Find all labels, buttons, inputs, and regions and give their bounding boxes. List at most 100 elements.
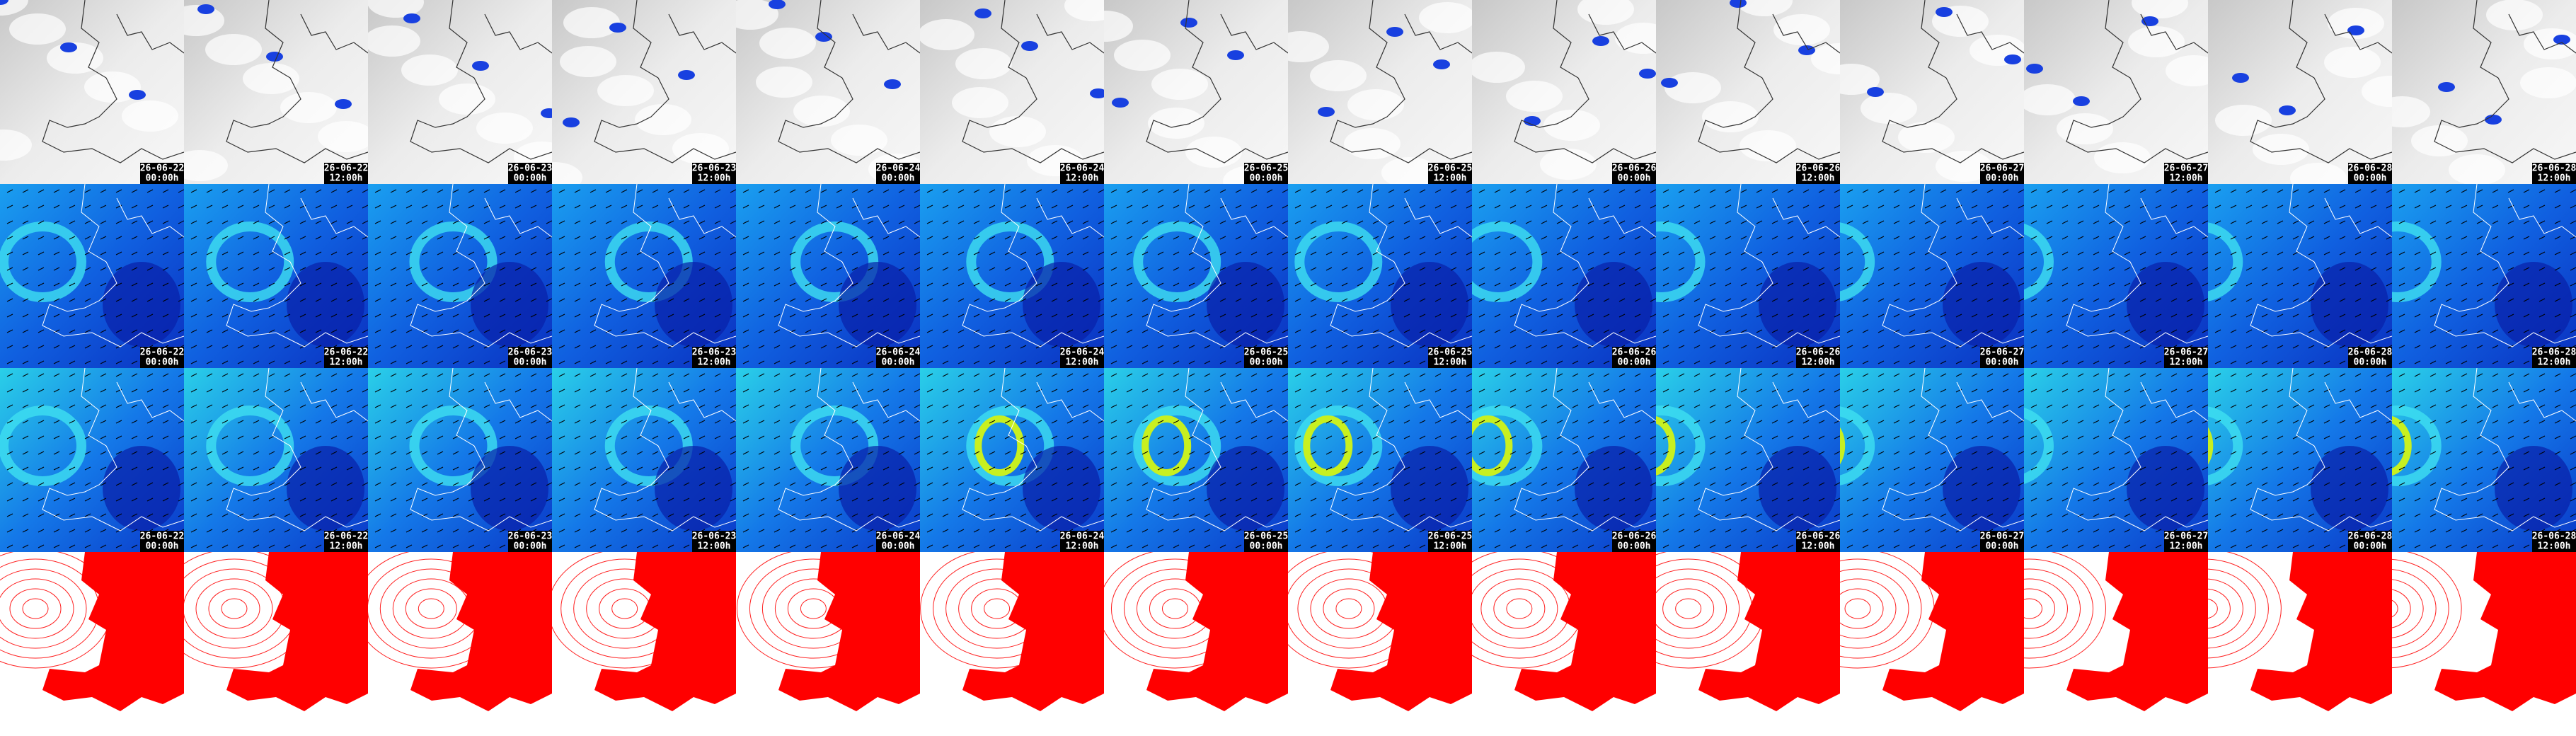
wind-arrow xyxy=(1250,373,1258,377)
wind-arrow xyxy=(2308,498,2315,502)
wind-arrow xyxy=(2018,435,2024,439)
wind-arrow xyxy=(1250,189,1258,193)
wind-arrow xyxy=(1188,404,1195,408)
wind-arrow xyxy=(898,329,905,333)
wind-arrow xyxy=(530,251,537,255)
wind-arrow xyxy=(546,205,552,209)
wind-arrow xyxy=(2386,513,2392,517)
wind-arrow xyxy=(237,482,244,486)
map-content xyxy=(2208,0,2392,184)
wind-arrow xyxy=(2414,544,2421,548)
wind-arrow xyxy=(1051,267,1058,271)
wind-arrow xyxy=(421,404,428,408)
wind-arrow xyxy=(2277,498,2284,502)
map-content xyxy=(184,552,368,736)
wind-arrow xyxy=(2554,220,2561,224)
wind-arrow xyxy=(574,498,581,502)
wind-arrow xyxy=(914,404,920,408)
wind-arrow xyxy=(1357,529,1364,533)
wind-arrow xyxy=(206,529,213,533)
wind-arrow xyxy=(1556,360,1563,364)
wind-arrow xyxy=(499,298,506,302)
wind-arrow xyxy=(2261,529,2268,533)
wind-arrow xyxy=(1662,466,1669,471)
wind-arrow xyxy=(6,420,13,424)
wind-arrow xyxy=(100,329,107,333)
wind-arrow xyxy=(1740,345,1747,349)
wind-arrow xyxy=(652,251,659,255)
wind-arrow xyxy=(1434,267,1442,271)
wind-arrow xyxy=(1986,282,1994,287)
wind-arrow xyxy=(253,482,260,486)
wind-arrow xyxy=(146,389,154,393)
wind-arrow xyxy=(2538,298,2546,302)
wind-arrow xyxy=(2139,282,2146,287)
calm-area xyxy=(1575,446,1652,531)
wind-arrow xyxy=(1603,498,1610,502)
wind-arrow xyxy=(1235,205,1242,209)
wind-arrow xyxy=(2430,498,2437,502)
wind-arrow xyxy=(299,298,306,302)
wind-arrow xyxy=(2398,544,2405,548)
map-content xyxy=(736,184,920,368)
wind-arrow xyxy=(898,189,905,193)
wind-arrow xyxy=(2108,205,2115,209)
wind-arrow xyxy=(406,236,413,240)
wind-arrow xyxy=(1541,329,1548,333)
wind-arrow xyxy=(1541,498,1548,502)
wind-arrow xyxy=(1694,420,1701,424)
wind-arrow xyxy=(1572,466,1579,471)
wind-arrow xyxy=(2461,314,2468,318)
wind-arrow xyxy=(1862,360,1869,364)
wind-arrow xyxy=(1510,236,1517,240)
wind-arrow xyxy=(2398,205,2405,209)
wind-arrow xyxy=(390,329,397,333)
wind-arrow xyxy=(115,466,122,471)
wind-arrow xyxy=(1126,282,1133,287)
wind-arrow xyxy=(2523,529,2530,533)
wind-arrow xyxy=(514,329,522,333)
wind-arrow xyxy=(452,282,459,287)
cloud xyxy=(9,13,66,45)
wind-arrow xyxy=(1450,435,1457,439)
wind-arrow xyxy=(836,282,843,287)
wind-arrow xyxy=(2292,544,2299,548)
wind-arrow xyxy=(1971,236,1978,240)
wind-arrow xyxy=(315,466,322,471)
wind-arrow xyxy=(1893,420,1900,424)
map-content xyxy=(552,184,736,368)
wind-arrow xyxy=(574,513,581,517)
calm-area xyxy=(2495,446,2572,531)
wind-arrow xyxy=(1756,373,1763,377)
wind-arrow xyxy=(1235,435,1242,439)
wind-arrow xyxy=(2354,298,2362,302)
wind-arrow xyxy=(406,205,413,209)
wind-arrow xyxy=(1802,205,1810,209)
wind-arrow xyxy=(1971,482,1978,486)
wind-arrow xyxy=(1434,482,1442,486)
wind-arrow xyxy=(1802,513,1810,517)
wind-arrow xyxy=(1802,236,1810,240)
wind-arrow xyxy=(2414,267,2421,271)
wind-arrow xyxy=(2186,267,2193,271)
wind-arrow xyxy=(1173,298,1180,302)
wind-arrow xyxy=(206,466,213,471)
wind-arrow xyxy=(1771,529,1778,533)
wind-arrow xyxy=(574,404,581,408)
wind-arrow xyxy=(652,220,659,224)
wind-arrow xyxy=(1403,282,1410,287)
wind-arrow xyxy=(836,420,843,424)
wind-arrow xyxy=(2062,498,2069,502)
wind-arrow xyxy=(1035,360,1042,364)
wind-arrow xyxy=(1924,329,1931,333)
wind-arrow xyxy=(820,466,827,471)
timestamp-time: 00:00h xyxy=(1986,357,2019,368)
wind-arrow xyxy=(1709,513,1716,517)
wind-arrow xyxy=(22,189,29,193)
wind-arrow xyxy=(1282,236,1288,240)
wind-arrow xyxy=(1924,282,1931,287)
wind-arrow xyxy=(1310,420,1317,424)
wind-arrow xyxy=(2523,205,2530,209)
wind-arrow xyxy=(131,373,138,377)
timestamp-box xyxy=(1428,163,1472,184)
